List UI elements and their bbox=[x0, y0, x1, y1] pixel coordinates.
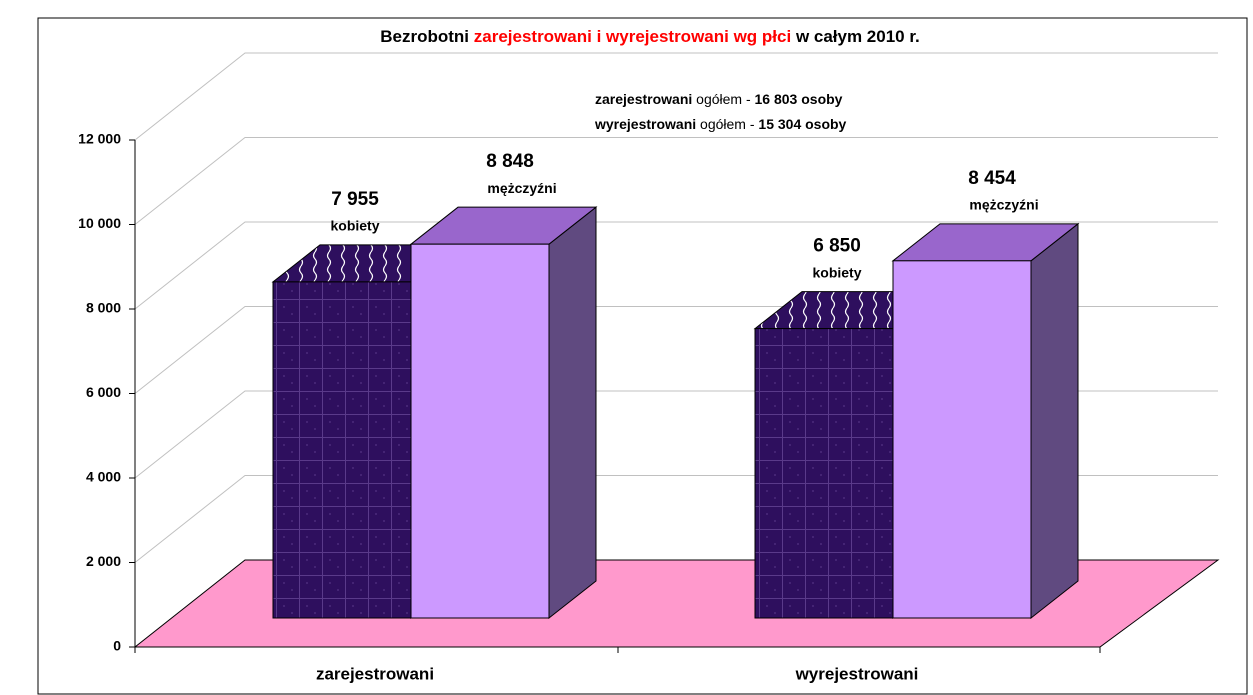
bar-front bbox=[892, 260, 1032, 619]
y-tick-label: 12 000 bbox=[78, 131, 121, 147]
x-tick-label: zarejestrowani bbox=[316, 664, 434, 683]
series-label: mężczyźni bbox=[487, 180, 556, 196]
annotation-part: wyrejestrowani bbox=[594, 116, 696, 132]
bar-side bbox=[1030, 222, 1079, 620]
y-tick-label: 2 000 bbox=[86, 553, 121, 569]
annotation-part: ogółem - bbox=[700, 116, 755, 132]
y-tick-label: 6 000 bbox=[86, 384, 121, 400]
bar-front bbox=[272, 281, 412, 619]
bar-front bbox=[410, 243, 550, 619]
annotation-part: 16 803 osoby bbox=[755, 91, 843, 107]
title-part: w całym 2010 r. bbox=[795, 27, 920, 46]
data-label: 8 454 bbox=[968, 168, 1016, 189]
series-label: kobiety bbox=[330, 218, 379, 234]
bar-side bbox=[548, 206, 597, 620]
annotation-part: ogółem - bbox=[696, 91, 751, 107]
annotation-part: 15 304 osoby bbox=[758, 116, 846, 132]
grid-line bbox=[134, 221, 1218, 310]
title-part: zarejestrowani i wyrejestrowani wg płci bbox=[474, 27, 791, 46]
grid-line bbox=[134, 52, 1218, 141]
chart-title: Bezrobotni zarejestrowani i wyrejestrowa… bbox=[380, 27, 920, 46]
title-part: Bezrobotni bbox=[380, 27, 469, 46]
y-tick-label: 0 bbox=[113, 638, 121, 654]
annotation: zarejestrowani ogółem - 16 803 osoby bbox=[595, 91, 843, 107]
annotation-part: zarejestrowani bbox=[595, 91, 692, 107]
grid-line bbox=[134, 137, 1218, 225]
data-label: 8 848 bbox=[486, 151, 534, 172]
data-label: 7 955 bbox=[331, 189, 379, 210]
annotation: wyrejestrowani ogółem - 15 304 osoby bbox=[594, 116, 847, 132]
bar-front bbox=[754, 328, 894, 619]
series-label: mężczyźni bbox=[969, 197, 1038, 213]
y-tick-label: 8 000 bbox=[86, 300, 121, 316]
data-label: 6 850 bbox=[813, 236, 861, 257]
bar bbox=[891, 222, 1080, 620]
y-tick-label: 4 000 bbox=[86, 469, 121, 485]
series-label: kobiety bbox=[812, 264, 861, 280]
x-tick-label: wyrejestrowani bbox=[795, 664, 919, 683]
bar bbox=[409, 206, 598, 620]
y-tick-label: 10 000 bbox=[78, 215, 121, 231]
